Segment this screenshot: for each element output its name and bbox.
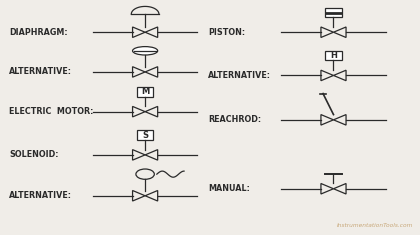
Text: PISTON:: PISTON: <box>208 28 245 37</box>
Text: ELECTRIC  MOTOR:: ELECTRIC MOTOR: <box>9 107 93 116</box>
Text: InstrumentationTools.com: InstrumentationTools.com <box>337 223 413 228</box>
Text: ALTERNATIVE:: ALTERNATIVE: <box>9 67 72 76</box>
FancyBboxPatch shape <box>137 87 153 97</box>
Text: H: H <box>330 51 337 60</box>
Text: S: S <box>142 131 148 140</box>
Text: SOLENOID:: SOLENOID: <box>9 150 58 159</box>
FancyBboxPatch shape <box>325 51 342 60</box>
Text: M: M <box>141 87 149 96</box>
Text: DIAPHRAGM:: DIAPHRAGM: <box>9 28 68 37</box>
FancyBboxPatch shape <box>325 8 342 17</box>
Ellipse shape <box>133 47 158 55</box>
Text: MANUAL:: MANUAL: <box>208 184 250 193</box>
Text: ALTERNATIVE:: ALTERNATIVE: <box>9 191 72 200</box>
Text: ALTERNATIVE:: ALTERNATIVE: <box>208 71 271 80</box>
FancyBboxPatch shape <box>137 130 153 140</box>
Text: REACHROD:: REACHROD: <box>208 115 261 124</box>
